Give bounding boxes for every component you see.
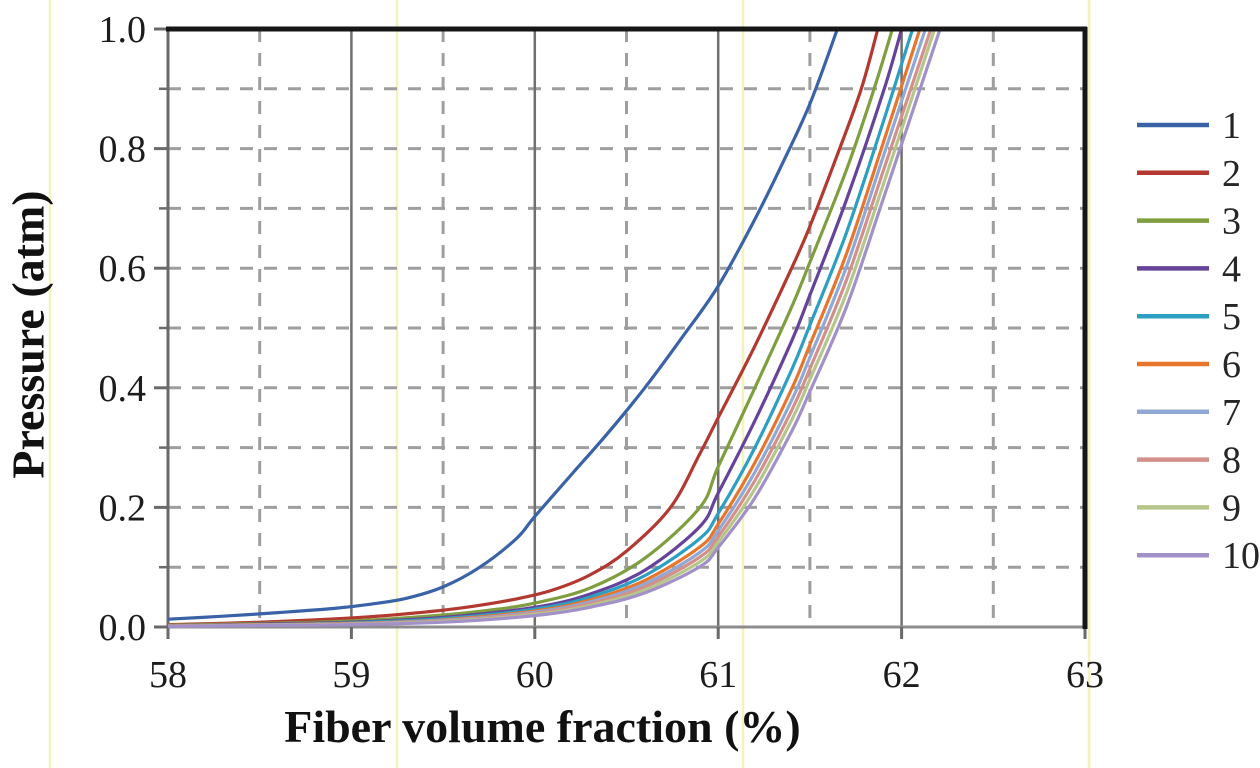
legend-label: 6	[1222, 344, 1241, 386]
x-tick-label: 58	[149, 654, 187, 696]
series-group	[168, 28, 942, 628]
y-tick-label: 0.8	[99, 129, 147, 171]
legend-label: 7	[1222, 392, 1241, 434]
legend-item-1: 1	[1137, 105, 1241, 147]
legend-label: 1	[1222, 105, 1241, 147]
y-tick-label: 0.6	[99, 248, 147, 290]
legend-item-4: 4	[1137, 248, 1241, 290]
series-line-7	[168, 28, 927, 628]
series-line-10	[168, 28, 942, 628]
legend-item-9: 9	[1137, 487, 1241, 529]
legend-label: 2	[1222, 153, 1241, 195]
legend-label: 4	[1222, 248, 1241, 290]
legend-label: 5	[1222, 296, 1241, 338]
y-axis-title: Pressure (atm)	[2, 190, 54, 479]
y-tick-label: 0.2	[99, 487, 147, 529]
series-line-2	[168, 28, 880, 627]
x-tick-label: 61	[699, 654, 737, 696]
series-line-1	[168, 28, 839, 621]
legend-item-5: 5	[1137, 296, 1241, 338]
legend: 1 2 3 4 5 6 7 8 9 10	[1137, 105, 1260, 577]
legend-item-10: 10	[1137, 535, 1260, 577]
legend-label: 8	[1222, 440, 1241, 482]
legend-item-2: 2	[1137, 153, 1241, 195]
y-tick-label: 0.4	[99, 368, 147, 410]
legend-label: 3	[1222, 201, 1241, 243]
legend-item-3: 3	[1137, 201, 1241, 243]
y-tick-label: 0.0	[99, 607, 147, 649]
legend-item-8: 8	[1137, 440, 1241, 482]
x-tick-label: 59	[332, 654, 370, 696]
legend-item-7: 7	[1137, 392, 1241, 434]
x-tick-label: 62	[883, 654, 921, 696]
x-axis-title: Fiber volume fraction (%)	[284, 701, 801, 752]
series-line-6	[168, 28, 922, 628]
legend-label: 10	[1222, 535, 1260, 577]
x-tick-label: 60	[516, 654, 554, 696]
x-tick-label: 63	[1066, 654, 1104, 696]
legend-label: 9	[1222, 487, 1241, 529]
legend-item-6: 6	[1137, 344, 1241, 386]
y-tick-label: 1.0	[99, 9, 147, 51]
